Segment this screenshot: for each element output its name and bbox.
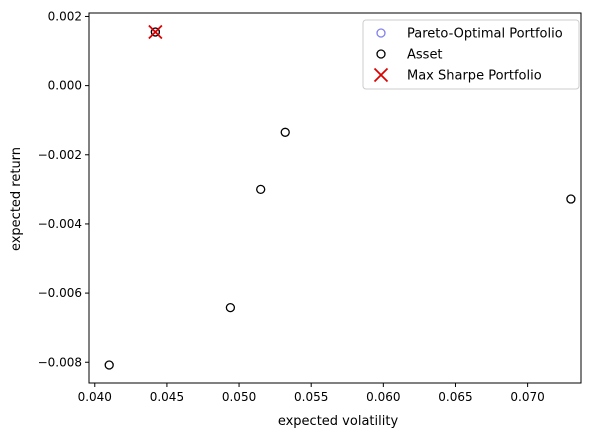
legend-marker — [373, 67, 389, 83]
x-tick-label: 0.040 — [78, 390, 112, 404]
asset-point — [566, 194, 576, 204]
x-tick-label: 0.050 — [222, 390, 256, 404]
legend-marker — [376, 49, 386, 59]
x-tick-label: 0.055 — [294, 390, 328, 404]
x-axis-label: expected volatility — [278, 414, 399, 429]
asset-point — [150, 27, 161, 37]
legend-label: Max Sharpe Portfolio — [407, 69, 542, 84]
legend-label: Pareto-Optimal Portfolio — [407, 27, 563, 42]
x-tick-label: 0.045 — [150, 390, 184, 404]
max-sharpe-portfolio-point — [148, 24, 163, 40]
plot-area — [104, 24, 576, 370]
x-tick-label: 0.060 — [366, 390, 400, 404]
y-tick-label: 0.000 — [48, 79, 82, 93]
legend-box — [362, 19, 580, 90]
asset-point — [256, 184, 266, 195]
y-tick-label: −0.004 — [38, 217, 82, 231]
x-tick-label: 0.070 — [510, 390, 544, 404]
axes-frame — [88, 12, 582, 384]
legend-marker — [376, 28, 386, 38]
y-tick-label: −0.006 — [38, 286, 82, 300]
y-tick-label: −0.008 — [38, 355, 82, 369]
y-tick-label: 0.002 — [48, 9, 82, 23]
legend-label: Asset — [407, 48, 443, 63]
y-tick-label: −0.002 — [38, 148, 82, 162]
asset-point — [225, 302, 236, 313]
x-axis-ticks: 0.040 0.045 0.050 0.055 0.060 0.065 0.070 — [78, 383, 545, 404]
asset-point — [280, 127, 290, 137]
asset-point — [104, 360, 114, 370]
x-tick-label: 0.065 — [438, 390, 472, 404]
y-axis-ticks: 0.002 0.000 −0.002 −0.004 −0.006 −0.008 — [38, 9, 89, 369]
legend: Pareto-Optimal Portfolio Asset Max Sharpe … — [362, 19, 580, 90]
y-axis-label: expected return — [9, 147, 24, 251]
